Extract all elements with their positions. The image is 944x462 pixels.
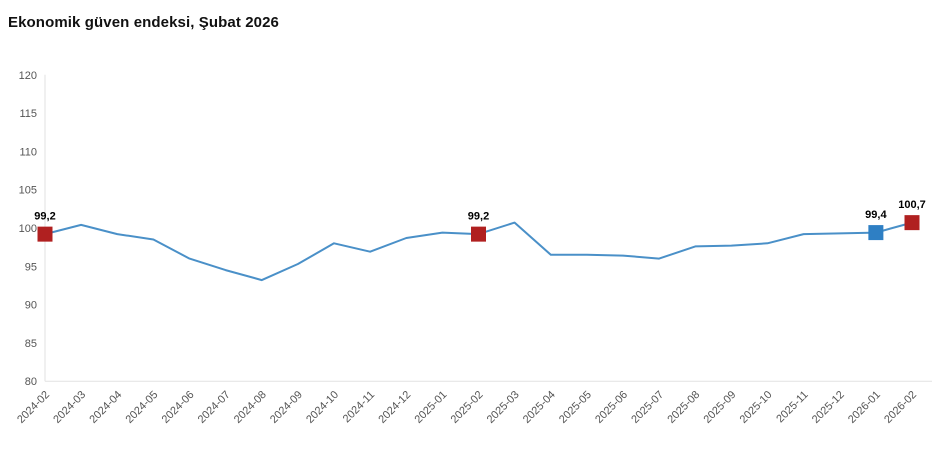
y-axis-tick-label: 90 (25, 300, 37, 312)
x-axis-tick-label: 2025-06 (593, 389, 630, 426)
x-axis-tick-label: 2024-04 (87, 389, 124, 426)
data-point-marker-2025-02[interactable] (471, 226, 486, 242)
x-axis-tick-label: 2024-12 (376, 389, 413, 426)
x-axis-tick-label: 2024-02 (15, 389, 52, 426)
x-axis-tick-label: 2025-10 (738, 389, 775, 426)
data-point-label-2026-02: 100,7 (898, 199, 926, 211)
y-axis-tick-label: 85 (25, 338, 37, 350)
y-axis-tick-label: 80 (25, 376, 37, 388)
x-axis-tick-label: 2024-11 (341, 389, 377, 425)
x-axis-tick-label: 2025-05 (557, 389, 594, 426)
y-axis-tick-label: 115 (19, 108, 37, 120)
data-point-marker-2024-02[interactable] (37, 226, 53, 242)
x-axis-tick-label: 2024-03 (51, 389, 88, 426)
y-axis-tick-label: 100 (19, 223, 37, 235)
x-axis-tick-label: 2025-01 (412, 389, 449, 426)
chart-title: Ekonomik güven endeksi, Şubat 2026 (8, 14, 279, 31)
x-axis-tick-label: 2025-12 (810, 389, 847, 426)
x-axis-tick-label: 2024-05 (123, 389, 160, 426)
y-axis-tick-label: 95 (25, 261, 37, 273)
x-axis-tick-label: 2025-09 (701, 389, 738, 426)
x-axis-tick-label: 2026-02 (882, 389, 919, 426)
x-axis-tick-label: 2024-08 (232, 389, 269, 426)
x-axis-tick-label: 2025-02 (449, 389, 486, 426)
x-axis-tick-label: 2025-04 (521, 389, 558, 426)
x-axis-tick-label: 2024-07 (196, 389, 233, 426)
data-point-label-2024-02: 99,2 (34, 211, 55, 223)
x-axis-tick-label: 2024-09 (268, 389, 305, 426)
x-axis-tick-label: 2024-10 (304, 389, 341, 426)
y-axis-tick-label: 110 (19, 146, 37, 158)
x-axis-tick-label: 2025-03 (485, 389, 522, 426)
data-point-marker-2026-02[interactable] (904, 215, 920, 231)
x-axis-tick-label: 2025-08 (665, 389, 702, 426)
x-axis-tick-label: 2024-06 (160, 389, 197, 426)
x-axis-tick-label: 2025-07 (629, 389, 666, 426)
y-axis-tick-label: 120 (19, 70, 37, 82)
x-axis-tick-label: 2025-11 (774, 389, 810, 425)
y-axis-tick-label: 105 (19, 185, 37, 197)
data-point-label-2026-01: 99,4 (865, 209, 887, 221)
data-point-marker-2026-01[interactable] (868, 225, 884, 241)
data-point-label-2025-02: 99,2 (468, 211, 489, 223)
x-axis-tick-label: 2026-01 (846, 389, 883, 426)
